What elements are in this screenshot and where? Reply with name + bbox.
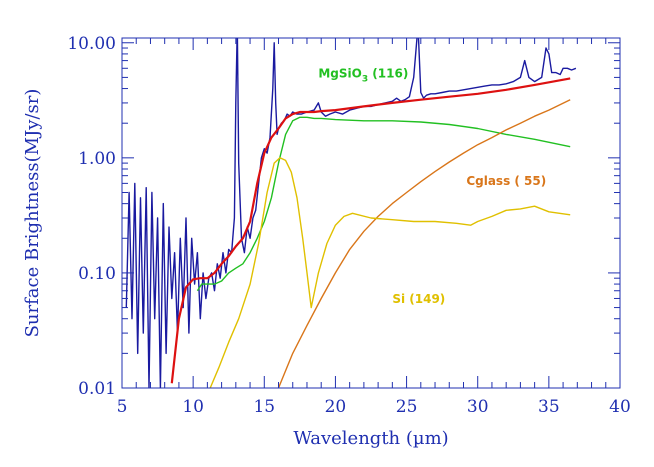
plot-frame	[121, 37, 621, 389]
y-axis-title: Surface Brightness(MJy/sr)	[22, 89, 43, 338]
series-layer	[125, 38, 577, 388]
y-tick-label: 0.10	[78, 264, 116, 284]
annotation-si: Si (149)	[392, 292, 445, 306]
x-tick-label: 5	[117, 397, 128, 417]
x-tick-label: 25	[396, 397, 418, 417]
x-tick-label: 30	[467, 397, 489, 417]
x-tick-label: 40	[609, 397, 631, 417]
series-cglass-55	[277, 99, 571, 388]
annotation-layer: MgSiO3 (116) Cglass ( 55) Si (149)	[318, 66, 546, 305]
y-tick-label: 1.00	[78, 149, 116, 169]
x-tick-label: 20	[325, 397, 347, 417]
tick-layer	[121, 38, 621, 389]
tick-label-layer: 5 10 15 20 25 30 35 40 0.01 0.10 1.00 10.00	[67, 34, 630, 417]
x-tick-label: 35	[538, 397, 560, 417]
series-model-total	[170, 77, 571, 384]
x-axis-title: Wavelength (µm)	[293, 428, 448, 449]
annotation-mgsio3: MgSiO3 (116)	[318, 66, 408, 84]
x-tick-label: 15	[253, 397, 275, 417]
y-tick-label: 10.00	[67, 34, 116, 54]
y-tick-label: 0.01	[78, 379, 116, 399]
x-tick-label: 10	[182, 397, 204, 417]
series-si-149	[209, 157, 571, 388]
annotation-cglass: Cglass ( 55)	[466, 174, 546, 188]
series-mgsio3-116	[196, 116, 571, 292]
